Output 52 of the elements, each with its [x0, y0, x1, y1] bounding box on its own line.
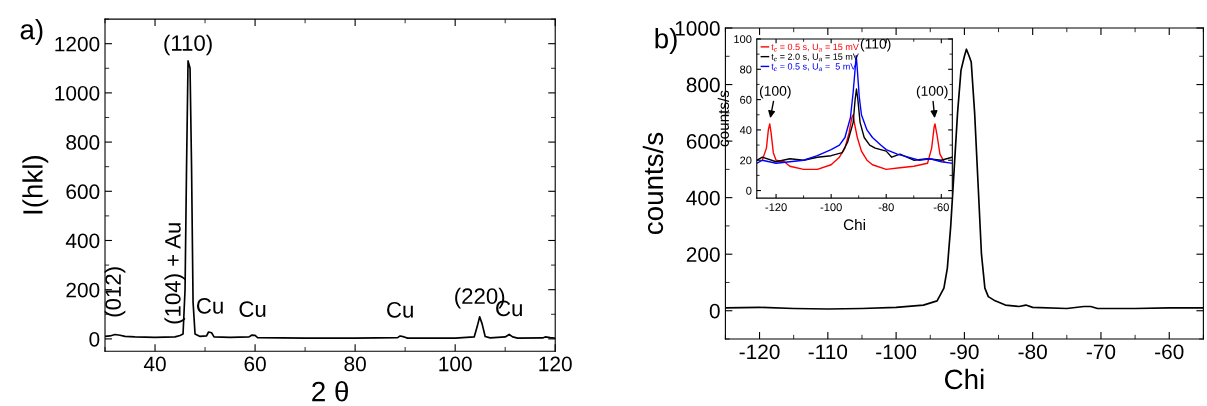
y-tick-label: 100 — [734, 35, 752, 44]
x-tick-label: -80 — [1018, 344, 1047, 360]
y-tick-label: 40 — [739, 126, 752, 135]
y-tick-label: 0 — [746, 186, 752, 195]
y-tick-label: 20 — [740, 156, 752, 165]
x-axis-title: Chi — [944, 368, 984, 390]
annotation: (012) — [104, 267, 126, 317]
annotation: (100) — [759, 85, 791, 99]
y-tick-label: 200 — [686, 247, 720, 262]
annotation: Cu — [196, 297, 223, 314]
y-axis-title: counts/s — [642, 132, 664, 235]
x-tick-label: -110 — [808, 344, 848, 360]
y-tick-label: 0 — [89, 331, 100, 347]
y-axis-title: I(hkl) — [22, 155, 49, 214]
annotation: (110) — [860, 38, 891, 52]
legend-label: t$_{c}$ = 0.5 s, U$_{a}$ = 15 mV — [771, 43, 859, 52]
y-tick-label: 1200 — [55, 36, 100, 52]
x-tick-label: -80 — [878, 203, 894, 212]
y-tick-label: 1000 — [675, 21, 720, 36]
x-axis-title: 2 θ — [312, 381, 348, 402]
x-tick-label: 40 — [143, 356, 166, 372]
x-tick-label: 120 — [539, 356, 572, 372]
annotation: Cu — [387, 301, 413, 318]
annotation: Cu — [239, 301, 266, 317]
y-tick-label: 800 — [66, 135, 100, 150]
x-tick-label: -120 — [765, 203, 787, 212]
y-tick-label: 80 — [740, 65, 752, 74]
chart-title: a) — [20, 19, 43, 45]
x-tick-label: -100 — [820, 203, 842, 212]
x-tick-label: -60 — [933, 203, 949, 212]
y-tick-label: 0 — [709, 303, 720, 319]
y-tick-label: 60 — [740, 95, 752, 104]
y-tick-label: 200 — [66, 282, 100, 298]
x-tick-label: -70 — [1086, 344, 1116, 360]
x-tick-label: 100 — [439, 356, 472, 372]
y-tick-label: 400 — [65, 233, 100, 249]
x-tick-label: -90 — [950, 344, 979, 360]
x-axis-title: Chi — [843, 218, 865, 231]
annotation: (100) — [916, 85, 948, 99]
y-tick-label: 1000 — [55, 85, 100, 101]
x-tick-label: -120 — [739, 344, 780, 360]
x-tick-label: -60 — [1155, 344, 1184, 360]
x-tick-label: 60 — [244, 356, 266, 372]
annotation: (110) — [164, 34, 212, 56]
y-tick-label: 400 — [686, 190, 720, 206]
x-tick-label: 80 — [344, 356, 366, 372]
line-series — [756, 54, 953, 164]
x-tick-label: -100 — [876, 344, 917, 360]
chart-title: b) — [655, 28, 677, 54]
y-tick-label: 600 — [66, 184, 100, 200]
line-series — [761, 114, 945, 171]
annotation: (104) + Au — [164, 223, 186, 324]
